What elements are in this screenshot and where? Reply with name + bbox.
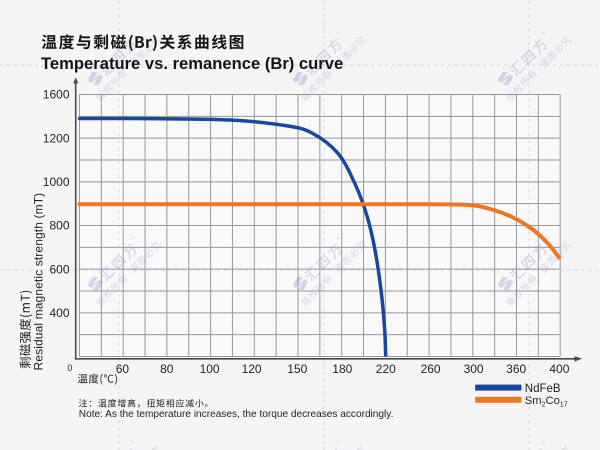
svg-text:220: 220 — [376, 362, 396, 376]
svg-text:600: 600 — [49, 262, 69, 276]
svg-text:NdFeB: NdFeB — [525, 383, 561, 395]
svg-text:300: 300 — [464, 362, 484, 376]
svg-text:80: 80 — [160, 362, 174, 376]
svg-text:100: 100 — [200, 362, 220, 376]
svg-text:1200: 1200 — [43, 131, 70, 145]
svg-text:400: 400 — [49, 306, 69, 320]
svg-text:180: 180 — [332, 362, 352, 376]
svg-text:800: 800 — [49, 219, 69, 233]
svg-text:Temperature vs. remanence (Br): Temperature vs. remanence (Br) curve — [41, 54, 343, 73]
svg-text:0: 0 — [67, 363, 72, 373]
svg-text:400: 400 — [549, 362, 569, 376]
svg-text:1000: 1000 — [43, 175, 70, 189]
svg-text:150: 150 — [287, 362, 307, 376]
svg-text:260: 260 — [421, 362, 441, 376]
svg-text:Note: As the temperature incre: Note: As the temperature increases, the … — [79, 409, 394, 420]
svg-text:60: 60 — [116, 362, 130, 376]
svg-text:Sm2Co17: Sm2Co17 — [525, 395, 568, 408]
svg-text:120: 120 — [242, 362, 262, 376]
svg-text:1600: 1600 — [43, 88, 70, 102]
svg-text:360: 360 — [506, 362, 526, 376]
svg-text:Residual magnetic strength (mT: Residual magnetic strength (mT) — [31, 193, 45, 371]
